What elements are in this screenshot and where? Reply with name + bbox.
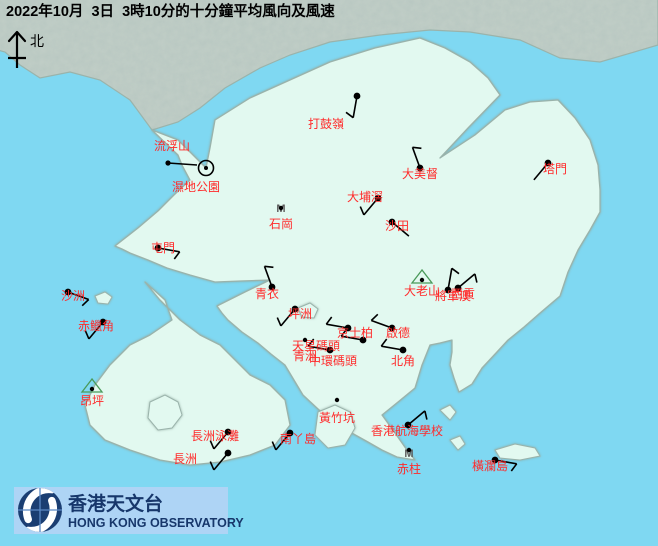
svg-text:2022年10月 3日 3時10分的十分鐘平均風向及風速: 2022年10月 3日 3時10分的十分鐘平均風向及風速 bbox=[6, 2, 335, 20]
svg-text:長洲: 長洲 bbox=[173, 452, 197, 466]
svg-text:流浮山: 流浮山 bbox=[154, 139, 190, 153]
svg-text:大美督: 大美督 bbox=[402, 166, 438, 181]
svg-text:HONG KONG OBSERVATORY: HONG KONG OBSERVATORY bbox=[68, 516, 244, 530]
svg-text:大埔滘: 大埔滘 bbox=[347, 190, 383, 204]
svg-text:北角: 北角 bbox=[391, 354, 415, 368]
svg-text:啟德: 啟德 bbox=[386, 325, 410, 340]
svg-text:南丫島: 南丫島 bbox=[280, 431, 316, 446]
svg-text:香港航海學校: 香港航海學校 bbox=[371, 423, 443, 438]
svg-text:赤柱: 赤柱 bbox=[397, 461, 421, 476]
svg-text:橫瀾島: 橫瀾島 bbox=[472, 458, 508, 473]
svg-text:長洲泳灘: 長洲泳灘 bbox=[191, 429, 239, 443]
svg-text:香港天文台: 香港天文台 bbox=[67, 492, 163, 515]
svg-text:西貢: 西貢 bbox=[451, 287, 475, 301]
svg-text:屯門: 屯門 bbox=[151, 241, 175, 255]
svg-text:坪洲: 坪洲 bbox=[288, 307, 312, 321]
svg-text:沙田: 沙田 bbox=[385, 219, 409, 233]
svg-text:打鼓嶺: 打鼓嶺 bbox=[308, 117, 344, 131]
svg-text:昂坪: 昂坪 bbox=[80, 394, 104, 408]
svg-text:沙洲: 沙洲 bbox=[61, 289, 85, 303]
svg-text:青衣: 青衣 bbox=[255, 286, 279, 301]
svg-text:濕地公園: 濕地公園 bbox=[172, 180, 220, 194]
svg-text:大老山: 大老山 bbox=[404, 284, 440, 298]
svg-text:北: 北 bbox=[30, 33, 44, 49]
svg-text:石崗: 石崗 bbox=[269, 217, 293, 231]
svg-text:黃竹坑: 黃竹坑 bbox=[319, 410, 355, 425]
svg-text:京士柏: 京士柏 bbox=[337, 325, 373, 340]
svg-text:赤鱲角: 赤鱲角 bbox=[78, 319, 114, 333]
svg-text:青洲: 青洲 bbox=[293, 349, 317, 363]
svg-text:塔門: 塔門 bbox=[543, 162, 567, 176]
